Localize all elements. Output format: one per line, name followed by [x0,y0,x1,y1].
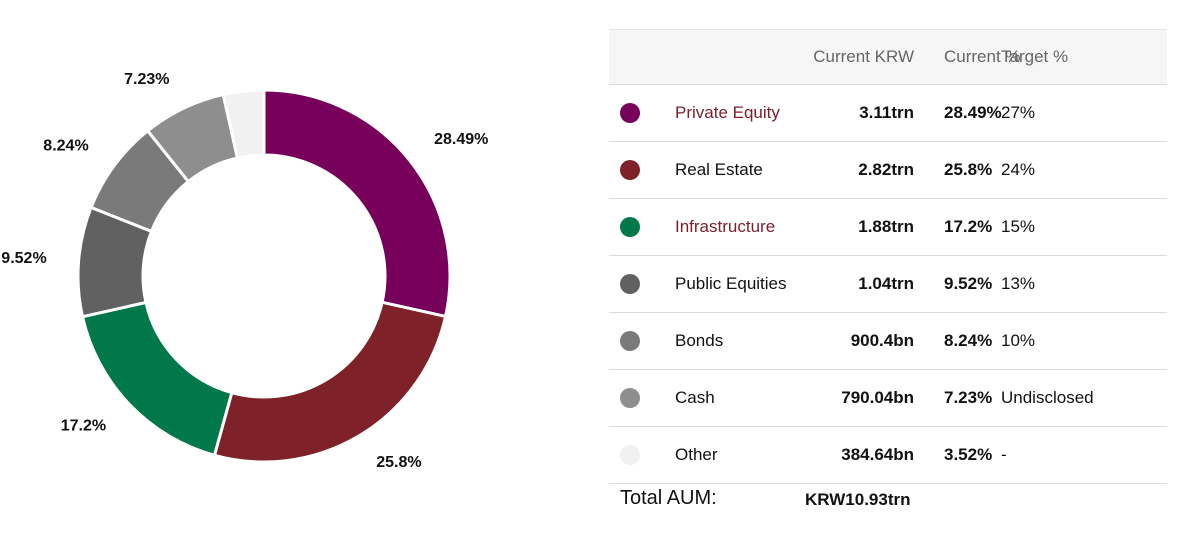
current-krw-value: 2.82trn [781,141,914,199]
table-row: Real Estate 2.82trn 25.8% 24% [609,141,1167,199]
color-cell [609,141,651,199]
legend-dot-icon [620,103,640,124]
table-row: Bonds 900.4bn 8.24% 10% [609,312,1167,370]
current-pct-value: 28.49% [914,84,1002,142]
header-color [609,29,651,85]
header-current-pct: Current % [914,29,1021,85]
header-current-krw: Current KRW [781,29,914,85]
current-krw-value: 790.04bn [781,369,914,427]
asset-class-link[interactable]: Infrastructure [651,198,781,256]
current-pct-value: 8.24% [914,312,997,370]
asset-class-name: Cash [651,369,781,427]
data-label: 17.2% [61,418,106,435]
color-cell [609,255,651,313]
current-krw-value: 1.88trn [781,198,914,256]
donut-slice-real-estate [212,300,448,464]
header-target-pct: Target % [997,29,1167,85]
total-aum-label: Total AUM: [620,487,717,509]
current-pct-value: 7.23% [914,369,997,427]
current-pct-value: 25.8% [914,141,997,199]
current-krw-value: 900.4bn [781,312,914,370]
data-label: 7.23% [124,71,169,88]
color-cell [609,84,651,142]
target-pct-value: 24% [997,141,1167,199]
table-row: Infrastructure 1.88trn 17.2% 15% [609,198,1167,256]
donut-slice-private-equity [262,88,452,319]
legend-dot-icon [620,217,640,238]
legend-dot-icon [620,445,640,466]
allocation-table: Current KRW Current % Target % Private E… [609,29,1167,484]
current-pct-value: 9.52% [914,255,997,313]
data-label: 8.24% [43,138,88,155]
current-krw-value: 3.11trn [781,84,914,142]
legend-dot-icon [620,274,640,295]
donut-chart-svg: 28.49% 25.8% 17.2% 9.52% 8.24% 7.23% [1,71,488,471]
table-body: Private Equity 3.11trn 28.49% 27% Real Estat… [609,84,1167,484]
table-row: Other 384.64bn 3.52% - [609,426,1167,484]
target-pct-value: 10% [997,312,1167,370]
table-header-row: Current KRW Current % Target % [609,29,1167,85]
table-row: Public Equities 1.04trn 9.52% 13% [609,255,1167,313]
color-cell [609,312,651,370]
asset-class-name: Other [651,426,781,484]
target-pct-value: 13% [997,255,1167,313]
target-pct-value: 27% [997,84,1167,142]
data-label: 28.49% [434,131,488,148]
table-row: Cash 790.04bn 7.23% Undisclosed [609,369,1167,427]
color-cell [609,369,651,427]
target-pct-value: - [997,426,1167,484]
legend-dot-icon [620,388,640,409]
total-aum-value: KRW10.93trn [805,490,911,509]
current-pct-value: 3.52% [914,426,997,484]
current-krw-value: 1.04trn [781,255,914,313]
asset-class-name: Public Equities [651,255,787,313]
allocation-table-container: Current KRW Current % Target % Private E… [609,29,1167,484]
target-pct-value: 15% [997,198,1167,256]
current-pct-value: 17.2% [914,198,997,256]
legend-dot-icon [620,331,640,352]
data-label: 25.8% [376,454,421,471]
current-krw-value: 384.64bn [781,426,914,484]
total-aum-row: Total AUM: KRW10.93trn [620,485,1160,515]
donut-slice-other [221,88,266,160]
color-cell [609,198,651,256]
table-row: Private Equity 3.11trn 28.49% 27% [609,84,1167,142]
legend-dot-icon [620,160,640,181]
asset-class-name: Bonds [651,312,781,370]
color-cell [609,426,651,484]
data-label: 9.52% [1,250,46,267]
header-name [651,29,781,85]
donut-chart: 28.49% 25.8% 17.2% 9.52% 8.24% 7.23% [1,71,488,471]
asset-class-link[interactable]: Private Equity [651,84,781,142]
asset-class-name: Real Estate [651,141,781,199]
target-pct-value: Undisclosed [997,369,1167,427]
